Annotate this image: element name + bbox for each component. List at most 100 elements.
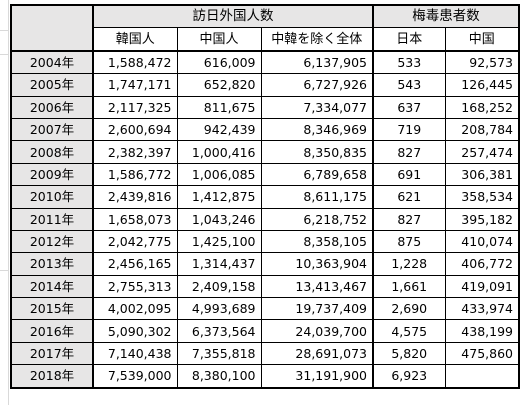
korea-visitors-cell[interactable]: 4,002,095 xyxy=(92,297,178,321)
year-cell[interactable]: 2012年 xyxy=(10,229,94,254)
year-cell[interactable]: 2018年 xyxy=(10,364,94,389)
japan-cases-cell[interactable]: 1,228 xyxy=(372,252,446,276)
korea-visitors-cell[interactable]: 1,586,772 xyxy=(92,162,178,187)
year-cell[interactable]: 2013年 xyxy=(10,252,94,276)
china-cases-cell[interactable]: 257,474 xyxy=(444,140,520,164)
korea-visitors-cell[interactable]: 2,600,694 xyxy=(92,117,178,142)
year-cell[interactable]: 2014年 xyxy=(10,274,94,299)
visitors-group-header[interactable]: 訪日外国人数 xyxy=(92,4,374,29)
column-header-korea[interactable]: 韓国人 xyxy=(92,27,178,52)
china-visitors-cell[interactable]: 1,006,085 xyxy=(176,162,262,187)
others-visitors-cell[interactable]: 28,691,073 xyxy=(260,341,374,366)
korea-visitors-cell[interactable]: 2,382,397 xyxy=(92,140,178,164)
year-cell[interactable]: 2009年 xyxy=(10,162,94,187)
others-visitors-cell[interactable]: 6,727,926 xyxy=(260,73,374,97)
year-cell[interactable]: 2004年 xyxy=(10,49,94,75)
year-cell[interactable]: 2017年 xyxy=(10,341,94,366)
china-visitors-cell[interactable]: 811,675 xyxy=(176,95,262,119)
column-header-china-cases[interactable]: 中国 xyxy=(444,27,520,52)
year-cell[interactable]: 2015年 xyxy=(10,297,94,321)
korea-visitors-cell[interactable]: 2,755,313 xyxy=(92,274,178,299)
japan-cases-cell[interactable]: 4,575 xyxy=(372,319,446,343)
china-cases-cell[interactable]: 475,860 xyxy=(444,341,520,366)
korea-visitors-cell[interactable]: 1,747,171 xyxy=(92,73,178,97)
korea-visitors-cell[interactable]: 2,117,325 xyxy=(92,95,178,119)
year-cell[interactable]: 2006年 xyxy=(10,95,94,119)
year-cell[interactable]: 2005年 xyxy=(10,73,94,97)
korea-visitors-cell[interactable]: 2,042,775 xyxy=(92,229,178,254)
japan-cases-cell[interactable]: 719 xyxy=(372,117,446,142)
china-visitors-cell[interactable]: 1,425,100 xyxy=(176,229,262,254)
year-cell[interactable]: 2008年 xyxy=(10,140,94,164)
others-visitors-cell[interactable]: 8,358,105 xyxy=(260,229,374,254)
china-visitors-cell[interactable]: 2,409,158 xyxy=(176,274,262,299)
column-header-others[interactable]: 中韓を除く全体 xyxy=(260,27,374,52)
china-cases-cell[interactable]: 306,381 xyxy=(444,162,520,187)
china-cases-cell[interactable]: 208,784 xyxy=(444,117,520,142)
china-visitors-cell[interactable]: 1,314,437 xyxy=(176,252,262,276)
korea-visitors-cell[interactable]: 7,539,000 xyxy=(92,364,178,389)
china-visitors-cell[interactable]: 942,439 xyxy=(176,117,262,142)
others-visitors-cell[interactable]: 24,039,700 xyxy=(260,319,374,343)
japan-cases-cell[interactable]: 691 xyxy=(372,162,446,187)
japan-cases-cell[interactable]: 875 xyxy=(372,229,446,254)
others-visitors-cell[interactable]: 31,191,900 xyxy=(260,364,374,389)
column-header-japan[interactable]: 日本 xyxy=(372,27,446,52)
others-visitors-cell[interactable]: 8,350,835 xyxy=(260,140,374,164)
china-cases-cell[interactable]: 126,445 xyxy=(444,73,520,97)
china-visitors-cell[interactable]: 1,043,246 xyxy=(176,207,262,231)
japan-cases-cell[interactable]: 2,690 xyxy=(372,297,446,321)
china-visitors-cell[interactable]: 8,380,100 xyxy=(176,364,262,389)
others-visitors-cell[interactable]: 10,363,904 xyxy=(260,252,374,276)
china-visitors-cell[interactable]: 1,000,416 xyxy=(176,140,262,164)
china-visitors-cell[interactable]: 1,412,875 xyxy=(176,185,262,209)
korea-visitors-cell[interactable]: 7,140,438 xyxy=(92,341,178,366)
year-cell[interactable]: 2011年 xyxy=(10,207,94,231)
others-visitors-cell[interactable]: 6,218,752 xyxy=(260,207,374,231)
japan-cases-cell[interactable]: 5,820 xyxy=(372,341,446,366)
korea-visitors-cell[interactable]: 2,456,165 xyxy=(92,252,178,276)
korea-visitors-cell[interactable]: 5,090,302 xyxy=(92,319,178,343)
japan-cases-cell[interactable]: 621 xyxy=(372,185,446,209)
japan-cases-cell[interactable]: 827 xyxy=(372,140,446,164)
corner-cell[interactable] xyxy=(10,4,94,52)
others-visitors-cell[interactable]: 8,346,969 xyxy=(260,117,374,142)
others-visitors-cell[interactable]: 8,611,175 xyxy=(260,185,374,209)
japan-cases-cell[interactable]: 637 xyxy=(372,95,446,119)
china-cases-cell[interactable]: 92,573 xyxy=(444,49,520,75)
china-visitors-cell[interactable]: 616,009 xyxy=(176,49,262,75)
korea-visitors-cell[interactable]: 1,658,073 xyxy=(92,207,178,231)
others-visitors-cell[interactable]: 19,737,409 xyxy=(260,297,374,321)
china-cases-cell[interactable]: 438,199 xyxy=(444,319,520,343)
column-header-china[interactable]: 中国人 xyxy=(176,27,262,52)
others-visitors-cell[interactable]: 6,789,658 xyxy=(260,162,374,187)
others-visitors-cell[interactable]: 7,334,077 xyxy=(260,95,374,119)
china-cases-cell[interactable]: 168,252 xyxy=(444,95,520,119)
year-cell[interactable]: 2007年 xyxy=(10,117,94,142)
korea-visitors-cell[interactable]: 1,588,472 xyxy=(92,49,178,75)
china-cases-cell[interactable]: 395,182 xyxy=(444,207,520,231)
china-cases-cell[interactable]: 410,074 xyxy=(444,229,520,254)
china-visitors-cell[interactable]: 7,355,818 xyxy=(176,341,262,366)
japan-cases-cell[interactable]: 827 xyxy=(372,207,446,231)
china-cases-cell[interactable]: 358,534 xyxy=(444,185,520,209)
china-visitors-cell[interactable]: 4,993,689 xyxy=(176,297,262,321)
china-cases-cell[interactable] xyxy=(444,364,520,389)
japan-cases-cell[interactable]: 533 xyxy=(372,49,446,75)
china-cases-cell[interactable]: 406,772 xyxy=(444,252,520,276)
others-visitors-cell[interactable]: 13,413,467 xyxy=(260,274,374,299)
group-header-row: 訪日外国人数 梅毒患者数 xyxy=(10,4,520,52)
japan-cases-cell[interactable]: 543 xyxy=(372,73,446,97)
china-visitors-cell[interactable]: 652,820 xyxy=(176,73,262,97)
others-visitors-cell[interactable]: 6,137,905 xyxy=(260,49,374,75)
table-row: 2011年 1,658,073 1,043,246 6,218,752 827 395,1… xyxy=(10,207,520,231)
korea-visitors-cell[interactable]: 2,439,816 xyxy=(92,185,178,209)
syphilis-group-header[interactable]: 梅毒患者数 xyxy=(372,4,520,29)
japan-cases-cell[interactable]: 1,661 xyxy=(372,274,446,299)
china-cases-cell[interactable]: 433,974 xyxy=(444,297,520,321)
japan-cases-cell[interactable]: 6,923 xyxy=(372,364,446,389)
china-cases-cell[interactable]: 419,091 xyxy=(444,274,520,299)
year-cell[interactable]: 2010年 xyxy=(10,185,94,209)
china-visitors-cell[interactable]: 6,373,564 xyxy=(176,319,262,343)
year-cell[interactable]: 2016年 xyxy=(10,319,94,343)
